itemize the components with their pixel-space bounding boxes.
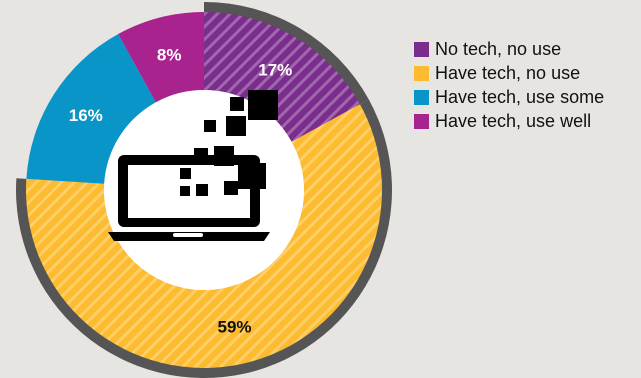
slice-hatch — [204, 12, 360, 142]
legend-item: Have tech, use well — [414, 111, 604, 131]
legend-label: Have tech, use well — [435, 110, 592, 131]
legend-label: Have tech, no use — [435, 62, 581, 83]
legend-swatch — [414, 41, 429, 57]
legend-item: Have tech, no use — [414, 63, 604, 83]
legend-label: No tech, no use — [435, 38, 562, 59]
slice-label: 59% — [218, 318, 252, 337]
legend-item: Have tech, use some — [414, 87, 604, 107]
laptop-icon — [108, 90, 278, 241]
legend-swatch — [414, 89, 429, 105]
legend-label: Have tech, use some — [435, 86, 605, 107]
legend-item: No tech, no use — [414, 39, 604, 59]
slice-label: 17% — [258, 60, 292, 79]
pie-slice — [26, 34, 156, 184]
legend-swatch — [414, 65, 429, 81]
slice-label: 16% — [69, 106, 103, 125]
slice-label: 8% — [157, 45, 182, 64]
legend-swatch — [414, 113, 429, 129]
pie-slice — [118, 12, 204, 103]
slice-hatch — [26, 104, 382, 368]
legend: No tech, no use Have tech, no use Have t… — [414, 39, 604, 131]
